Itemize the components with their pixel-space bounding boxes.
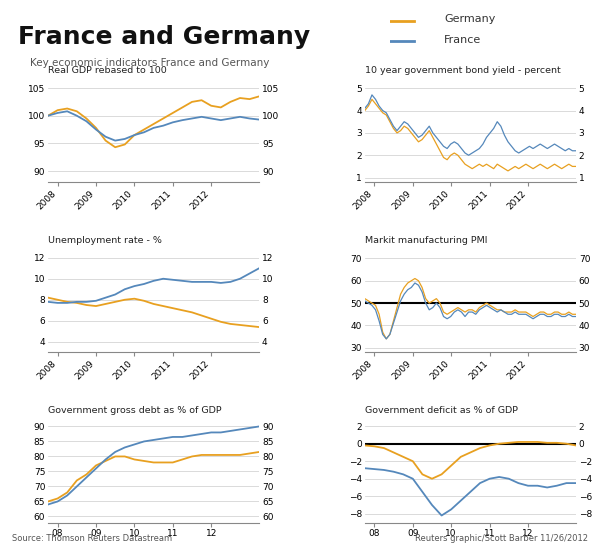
Text: Markit manufacturing PMI: Markit manufacturing PMI (365, 236, 487, 245)
Text: Government deficit as % of GDP: Government deficit as % of GDP (365, 406, 518, 415)
Text: Government gross debt as % of GDP: Government gross debt as % of GDP (48, 406, 221, 415)
Text: Reuters graphic/Scott Barber 11/26/2012: Reuters graphic/Scott Barber 11/26/2012 (415, 535, 588, 543)
Text: Source: Thomson Reuters Datastream: Source: Thomson Reuters Datastream (12, 535, 172, 543)
Text: Real GDP rebased to 100: Real GDP rebased to 100 (48, 66, 167, 75)
Text: 10 year government bond yield - percent: 10 year government bond yield - percent (365, 66, 560, 75)
Text: France and Germany: France and Germany (18, 25, 310, 49)
Text: Germany: Germany (444, 14, 496, 24)
Text: Key economic indicators France and Germany: Key economic indicators France and Germa… (30, 58, 269, 68)
Text: France: France (444, 35, 481, 45)
Text: Unemployment rate - %: Unemployment rate - % (48, 236, 162, 245)
